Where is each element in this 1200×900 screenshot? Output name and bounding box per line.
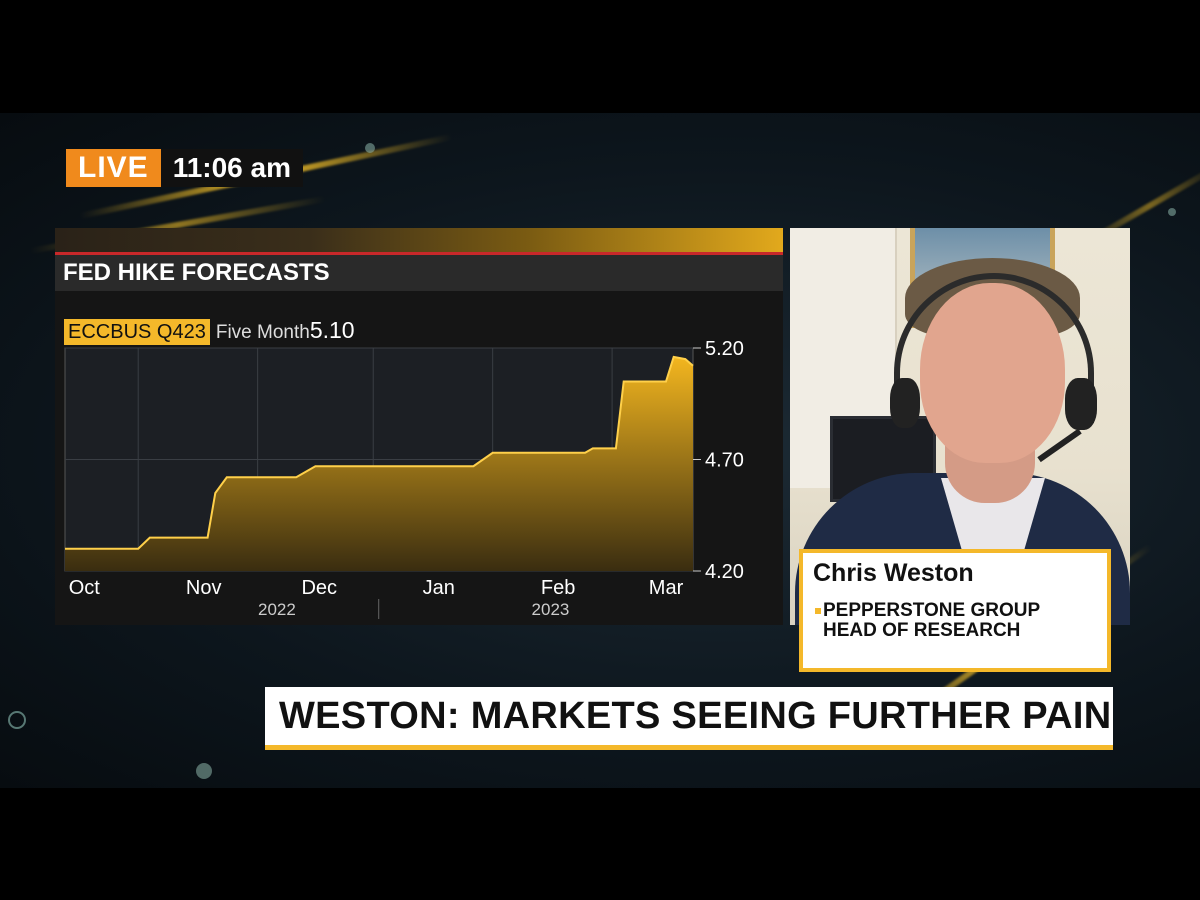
series-line (65, 355, 694, 550)
x-tick-label: Dec (301, 577, 337, 599)
x-tick-label: Jan (423, 577, 455, 599)
guest-role-line2: HEAD OF RESEARCH (823, 620, 1021, 641)
decor-dot (1168, 208, 1176, 216)
chart-panel: FED HIKE FORECASTS ECCBUS Q423 Five Mont… (55, 228, 783, 625)
headset-earcup-right (1065, 378, 1097, 430)
x-tick-label: Feb (541, 577, 575, 599)
x-tick-label: Mar (649, 577, 684, 599)
x-year-label: 2023 (532, 600, 570, 619)
guest-lower-third: Chris Weston PEPPERSTONE GROUP HEAD OF R… (799, 549, 1111, 672)
decor-dot (8, 711, 26, 729)
chart-title: FED HIKE FORECASTS (55, 255, 783, 291)
series-area (65, 356, 693, 571)
series-value: 5.10 (309, 317, 355, 343)
x-tick-label: Nov (186, 577, 222, 599)
live-badge: LIVE (66, 149, 161, 187)
live-indicator: LIVE 11:06 am (66, 149, 304, 187)
decor-dot (196, 763, 212, 779)
headset-earcup-left (890, 378, 920, 428)
headline-text: WESTON: MARKETS SEEING FURTHER PAIN (279, 695, 1112, 737)
headline-bar: WESTON: MARKETS SEEING FURTHER PAIN (265, 687, 1113, 750)
y-tick-label: 4.70 (705, 450, 744, 472)
role-bullet-icon (815, 608, 821, 614)
live-time: 11:06 am (160, 149, 304, 187)
guest-name: Chris Weston (813, 559, 974, 587)
headset-band (894, 273, 1094, 423)
y-tick-label: 4.20 (705, 561, 744, 583)
series-ticker: ECCBUS Q423 (64, 319, 210, 345)
x-tick-label: Oct (69, 577, 101, 599)
series-label: ECCBUS Q423 Five Month 5.10 (64, 317, 355, 345)
decor-dot (365, 143, 375, 153)
y-tick-label: 5.20 (705, 338, 744, 360)
panel-divider (55, 252, 783, 255)
series-desc: Five Month (215, 322, 310, 343)
guest-role-line1: PEPPERSTONE GROUP (823, 600, 1041, 621)
x-year-label: 2022 (258, 600, 296, 619)
panel-topbar (55, 228, 783, 252)
forecast-chart: 5.20 4.70 4.20 Oct Nov Dec Jan Feb Mar 2022 2023 (64, 338, 744, 619)
guest-role: PEPPERSTONE GROUP HEAD OF RESEARCH (823, 601, 1040, 641)
